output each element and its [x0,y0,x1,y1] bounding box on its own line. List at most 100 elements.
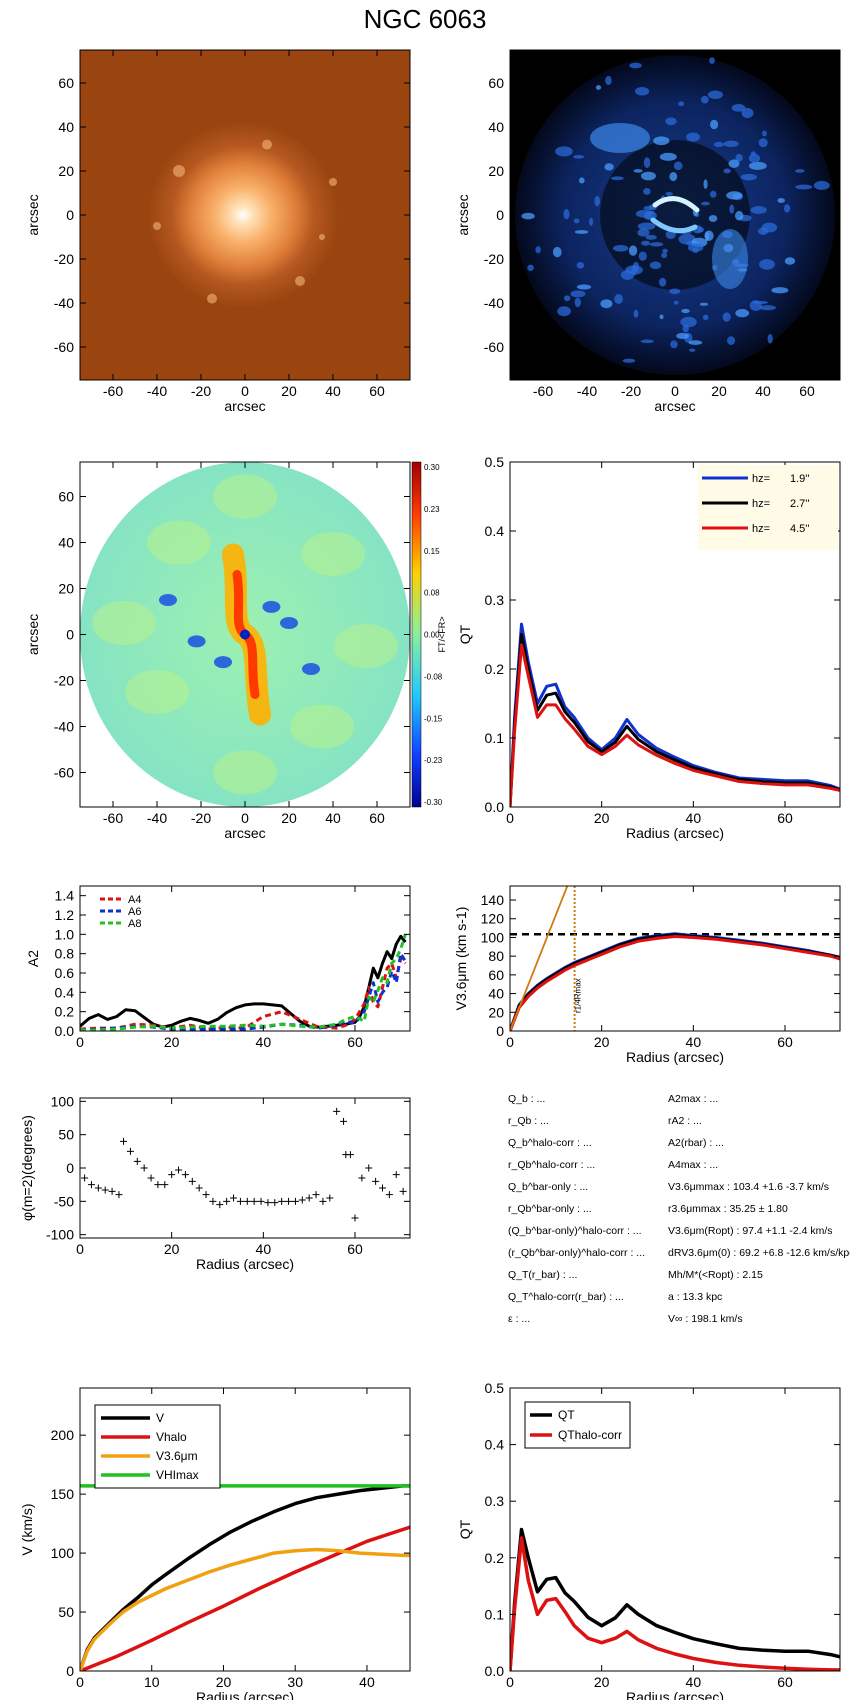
info-left-line: ε : ... [508,1313,531,1325]
colorbar-tick-label: -0.23 [424,756,443,765]
p5-ytick-label: 1.4 [55,888,75,904]
p2-residual-blob [689,348,696,352]
p2-residual-blob [629,62,642,69]
p2-residual-blob [741,107,754,119]
p3-yellow-patch [147,520,211,565]
p1-knot [173,165,185,177]
p10-ytick-label: 0.5 [485,1380,505,1396]
p7-phase-point [133,1157,141,1165]
colorbar-tick-label: 0.08 [424,589,440,598]
p2-residual-blob [697,226,704,233]
p7-phase-point [340,1117,348,1125]
p3-ytick-label: 20 [58,581,74,597]
p7-phase-point [81,1174,89,1182]
p10-ytick-label: 0.4 [485,1437,505,1453]
p2-residual-blob [723,140,739,148]
info-right-line: rA2 : ... [668,1115,702,1127]
p2-residual-blob [728,159,740,168]
info-left-line: Q_b^halo-corr : ... [508,1137,592,1149]
p1-xtick-label: 40 [325,383,341,399]
p2-residual-blob [604,163,614,171]
p6-ytick-label: 80 [488,948,504,964]
p6-ytick-label: 0 [496,1023,504,1039]
p2-residual-blob [665,117,677,126]
p10-xtick-label: 20 [594,1674,610,1690]
p7-xtick-label: 60 [347,1241,363,1257]
p7-xtick-label: 40 [256,1241,272,1257]
p3-yellow-patch [301,532,365,576]
p2-residual-blob [641,240,651,246]
p10-legend-label: QT [558,1408,575,1422]
p2-residual-blob [740,173,757,181]
p7-phase-point [202,1191,210,1199]
p4-series-hz-1-9- [510,622,840,807]
p4-legend-value: 1.9'' [790,473,810,485]
p2-residual-blob [688,340,703,345]
p7-phase-point [298,1196,306,1204]
p2-residual-blob [726,191,743,200]
info-left-line: (r_Qb^bar-only)^halo-corr : ... [508,1247,646,1259]
p1-galaxy-image [148,122,338,308]
p9-series-v [80,1484,410,1671]
p7-phase-point [147,1174,155,1182]
p9-xtick-label: 20 [216,1674,232,1690]
p10-legend-box [524,1401,631,1449]
p2-residual-blob [634,86,650,96]
info-right-line: A4max : ... [668,1159,719,1171]
p7-phase-point [236,1197,244,1205]
p5-ytick-label: 0.2 [55,1004,75,1020]
p7-ytick-label: 100 [51,1093,75,1109]
p5-ytick-label: 0.8 [55,946,75,962]
p9-legend-label: Vhalo [156,1430,187,1444]
p7-phase-point [271,1199,279,1207]
p2-residual-blob [622,358,636,363]
p2-residual-blob [727,336,736,345]
p1-xtick-label: -20 [191,383,211,399]
p2-xtick-label: 20 [711,383,727,399]
p7-frame [79,1097,411,1239]
p10-legend-label: QThalo-corr [558,1428,622,1442]
p6-ytick-label: 60 [488,967,504,983]
p2-residual-blob [748,153,760,163]
p6-xtick-label: 40 [686,1034,702,1050]
p2-residual-blob [723,168,731,174]
p7-phase-point [264,1199,272,1207]
p5-ytick-label: 0.6 [55,965,75,981]
p2-residual-blob [637,222,656,230]
p10-ytick-label: 0.3 [485,1493,505,1509]
p2-residual-blob [708,214,718,223]
p2-residual-blob [709,190,717,198]
p9-ytick-label: 150 [51,1486,75,1502]
p3-blue-lobe [187,635,206,648]
p2-residual-blob [576,262,585,269]
p1-ytick-label: 0 [66,207,74,223]
p9-xtick-label: 0 [76,1674,84,1690]
p5-legend-label: A6 [128,906,141,918]
p5-legend-label: A4 [128,894,141,906]
p4-xtick-label: 20 [594,810,610,826]
p2-residual-blob [589,217,594,226]
p1-ytick-label: 20 [58,163,74,179]
p2-residual-blob [628,245,638,256]
p2-residual-blob [771,287,789,294]
p7-phase-point [305,1194,313,1202]
p7-xtick-label: 0 [76,1241,84,1257]
colorbar-tick-label: -0.08 [424,672,443,681]
p9-legend-label: V [156,1411,164,1425]
p7-xlabel: Radius (arcsec) [196,1256,294,1272]
p9-ytick-label: 200 [51,1427,75,1443]
info-left-line: Q_b : ... [508,1093,546,1105]
p2-residual-blob [574,230,589,234]
p10-xtick-label: 0 [506,1674,514,1690]
p3-xtick-label: -60 [103,810,123,826]
p2-residual-blob [620,270,635,281]
p7-phase-point [209,1197,217,1205]
p2-residual-blob [535,246,541,254]
p7-phase-point [188,1177,196,1185]
p7-phase-point [333,1107,341,1115]
p2-residual-blob [735,309,750,318]
p2-xtick-label: 60 [799,383,815,399]
info-left-line: Q_T(r_bar) : ... [508,1269,578,1281]
p2-residual-blob [687,243,704,252]
p2-residual-blob [707,90,723,99]
